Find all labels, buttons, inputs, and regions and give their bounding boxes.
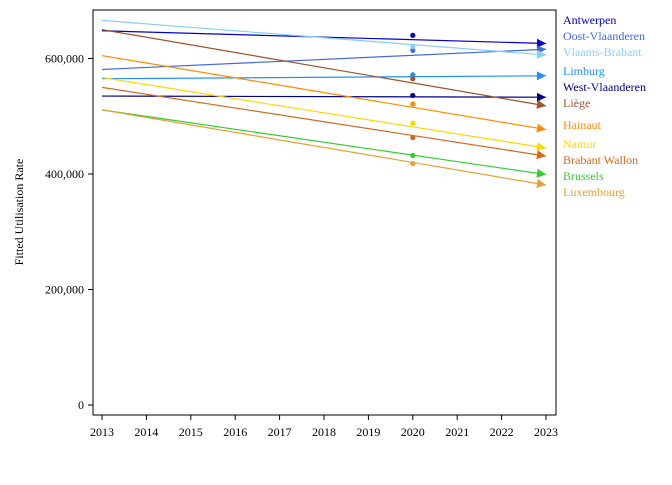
series-arrowhead <box>536 142 546 151</box>
series-line <box>101 95 547 98</box>
x-tick-label: 2022 <box>490 425 514 439</box>
series-arrowhead <box>536 49 546 59</box>
series-line <box>101 76 547 149</box>
series-line <box>101 55 547 131</box>
x-tick-label: 2016 <box>223 425 247 439</box>
legend-entry: Brussels <box>563 169 604 183</box>
series-marker <box>410 161 416 167</box>
series-line <box>101 109 547 176</box>
x-tick-label: 2015 <box>179 425 203 439</box>
series-marker <box>410 32 416 39</box>
x-tick-label: 2014 <box>134 425 158 439</box>
series-marker <box>410 135 416 141</box>
x-tick-label: 2020 <box>401 425 425 439</box>
series-lines <box>101 19 547 188</box>
legend-entry: Liège <box>563 96 590 110</box>
series-line <box>101 29 547 107</box>
series-line <box>101 48 547 71</box>
legend-entry: Hainaut <box>563 118 602 132</box>
series-marker <box>410 43 416 49</box>
x-tick-label: 2019 <box>356 425 380 439</box>
series-arrowhead <box>536 179 546 188</box>
series-arrowhead <box>536 168 546 178</box>
series-arrowhead <box>537 71 546 81</box>
legend-entry: Luxembourg <box>563 185 625 199</box>
x-axis: 2013 2014 2015 2016 2017 2018 2019 2020 2021 2022… <box>90 415 558 439</box>
y-tick-label: 600,000 <box>45 52 84 66</box>
series-arrowhead <box>536 99 546 109</box>
legend-entry: Brabant Wallon <box>563 153 638 167</box>
series-line <box>101 75 547 80</box>
series-line <box>101 86 547 157</box>
y-tick-label: 0 <box>78 398 84 412</box>
series-marker <box>410 152 416 159</box>
legend-entry: Vlaams-Brabant <box>563 45 642 59</box>
series-marker <box>410 72 416 78</box>
series-markers <box>410 32 416 167</box>
legend-entry: Oost-Vlaanderen <box>563 29 645 43</box>
legend-entry: West-Vlaanderen <box>563 80 646 94</box>
series-arrowhead <box>536 150 546 160</box>
x-tick-label: 2013 <box>90 425 114 439</box>
x-tick-label: 2018 <box>312 425 336 439</box>
legend: Antwerpen Oost-Vlaanderen Vlaams-Brabant Li… <box>563 13 646 199</box>
legend-entry: Antwerpen <box>563 13 616 27</box>
plot-frame <box>92 9 557 416</box>
x-tick-label: 2023 <box>534 425 558 439</box>
series-marker <box>410 76 416 82</box>
series-line <box>101 109 547 186</box>
series-arrowhead <box>537 92 546 102</box>
series-arrowhead <box>536 123 546 133</box>
series-arrowhead <box>536 38 546 48</box>
y-axis: 0 200,000 400,000 600,000 <box>45 52 93 412</box>
y-axis-label: Fitted Utilisation Rate <box>12 159 26 266</box>
series-marker <box>410 101 416 107</box>
legend-entry: Namur <box>563 137 596 151</box>
series-marker <box>410 47 416 54</box>
legend-entry: Limburg <box>563 64 605 78</box>
series-marker <box>410 92 416 99</box>
y-tick-label: 400,000 <box>45 167 84 181</box>
x-tick-label: 2017 <box>268 425 292 439</box>
x-tick-label: 2021 <box>445 425 469 439</box>
series-line <box>101 19 547 56</box>
y-tick-label: 200,000 <box>45 283 84 297</box>
series-marker <box>410 120 416 126</box>
